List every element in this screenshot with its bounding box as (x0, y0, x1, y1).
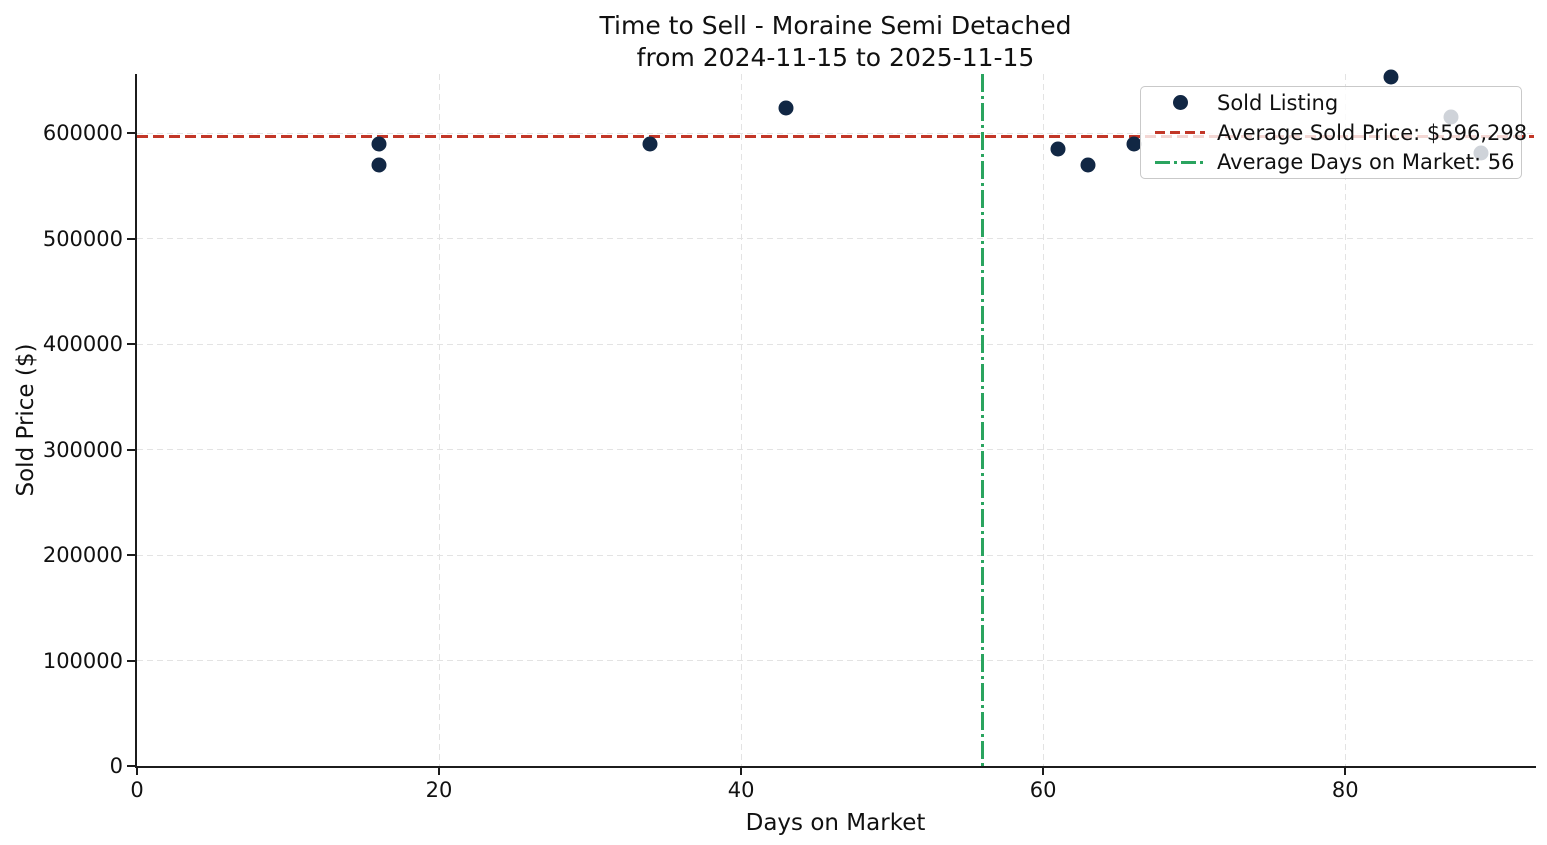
chart-title-line1: Time to Sell - Moraine Semi Detached (599, 11, 1072, 40)
y-tick-mark (127, 237, 135, 240)
y-gridline (137, 343, 1534, 345)
x-tick-mark (136, 768, 138, 775)
y-tick-mark (127, 554, 135, 557)
x-gridline (1042, 74, 1044, 766)
dashdot-line-icon (1155, 160, 1205, 164)
x-axis-label: Days on Market (745, 810, 926, 836)
y-tick-label: 600000 (42, 121, 123, 146)
left-spine (135, 74, 137, 768)
legend-handle (1151, 95, 1209, 111)
average-sold-price-line (137, 135, 1534, 139)
x-tick-label: 20 (425, 778, 453, 802)
y-tick-label: 200000 (42, 543, 123, 568)
legend-item-average-days-on-market: Average Days on Market: 56 (1151, 147, 1515, 177)
x-tick-label: 40 (727, 778, 755, 802)
x-tick-mark (438, 768, 441, 775)
x-gridline (438, 74, 440, 766)
legend-label: Sold Listing (1217, 90, 1339, 115)
legend-label: Average Sold Price: $596,298 (1217, 120, 1528, 145)
legend: Sold Listing Average Sold Price: $596,29… (1140, 86, 1527, 179)
scatter-point (371, 136, 387, 152)
scatter-marker-icon (1172, 95, 1188, 111)
plot-area: Days on Market Sold Listing Average Sold… (43, 69, 1536, 836)
chart-title-line2: from 2024-11-15 to 2025-11-15 (636, 43, 1035, 72)
y-gridline (137, 554, 1534, 556)
x-tick-mark (1042, 768, 1045, 775)
scatter-point (778, 100, 794, 116)
scatter-point (1383, 69, 1399, 85)
y-gridline (137, 660, 1534, 661)
legend-item-average-sold-price: Average Sold Price: $596,298 (1151, 118, 1527, 148)
y-gridline (137, 449, 1534, 451)
x-gridline (740, 74, 742, 766)
x-tick-mark (1344, 768, 1347, 775)
dashed-line-icon (1155, 131, 1205, 134)
y-gridline (137, 238, 1534, 240)
legend-item-sold-listing: Sold Listing (1151, 88, 1511, 118)
y-tick-label: 400000 (42, 332, 123, 357)
legend-handle (1151, 131, 1209, 134)
scatter-point (1050, 141, 1066, 157)
y-tick-mark (127, 448, 135, 451)
scatter-point (1126, 136, 1142, 152)
x-tick-label: 60 (1029, 778, 1057, 802)
chart-title: Time to Sell - Moraine Semi Detached fro… (137, 10, 1534, 74)
legend-handle (1151, 160, 1209, 164)
y-tick-label: 300000 (42, 437, 123, 462)
average-days-on-market-line (981, 74, 985, 766)
bottom-spine (135, 766, 1536, 768)
scatter-point (642, 136, 658, 152)
y-tick-mark (127, 659, 135, 662)
y-tick-label: 0 (109, 754, 123, 778)
x-tick-mark (740, 768, 743, 775)
y-gridline (137, 132, 1534, 134)
legend-label: Average Days on Market: 56 (1217, 150, 1515, 175)
x-tick-label: 80 (1331, 778, 1359, 802)
x-gridline (1344, 74, 1346, 766)
y-tick-mark (127, 343, 135, 346)
scatter-point (1080, 157, 1096, 173)
y-tick-label: 100000 (42, 648, 123, 673)
scatter-point (371, 157, 387, 173)
y-tick-mark (127, 132, 135, 135)
y-axis-label: Sold Price ($) (13, 343, 39, 497)
x-tick-label: 0 (130, 778, 144, 802)
y-tick-label: 500000 (42, 226, 123, 251)
y-tick-mark (127, 765, 135, 767)
